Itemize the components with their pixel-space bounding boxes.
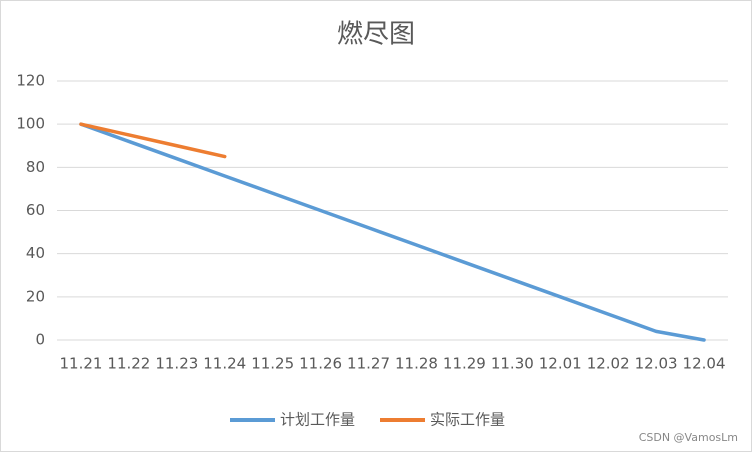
legend-label: 实际工作量 [430, 411, 505, 429]
series-line [79, 122, 706, 342]
y-tick-label: 20 [26, 287, 45, 305]
y-tick-label: 100 [16, 115, 45, 133]
x-tick-label: 11.28 [395, 355, 438, 373]
x-tick-label: 11.24 [203, 355, 246, 373]
x-tick-label: 11.22 [107, 355, 150, 373]
x-tick-label: 11.25 [251, 355, 294, 373]
legend-label: 计划工作量 [280, 411, 355, 429]
y-tick-label: 40 [26, 244, 45, 262]
x-tick-label: 11.29 [443, 355, 486, 373]
x-tick-label: 12.04 [683, 355, 726, 373]
series-line [79, 122, 227, 159]
x-tick-label: 12.03 [635, 355, 678, 373]
chart-title: 燃尽图 [337, 20, 415, 50]
x-tick-label: 11.30 [491, 355, 534, 373]
y-tick-label: 80 [26, 158, 45, 176]
watermark: CSDN @VamosLm [639, 431, 738, 444]
x-tick-label: 12.01 [539, 355, 582, 373]
x-tick-label: 11.27 [347, 355, 390, 373]
y-tick-label: 0 [35, 331, 45, 349]
x-tick-label: 11.23 [155, 355, 198, 373]
x-tick-label: 12.02 [587, 355, 630, 373]
x-tick-label: 11.21 [59, 355, 102, 373]
y-tick-label: 60 [26, 201, 45, 219]
y-tick-label: 120 [16, 72, 45, 90]
x-tick-label: 11.26 [299, 355, 342, 373]
